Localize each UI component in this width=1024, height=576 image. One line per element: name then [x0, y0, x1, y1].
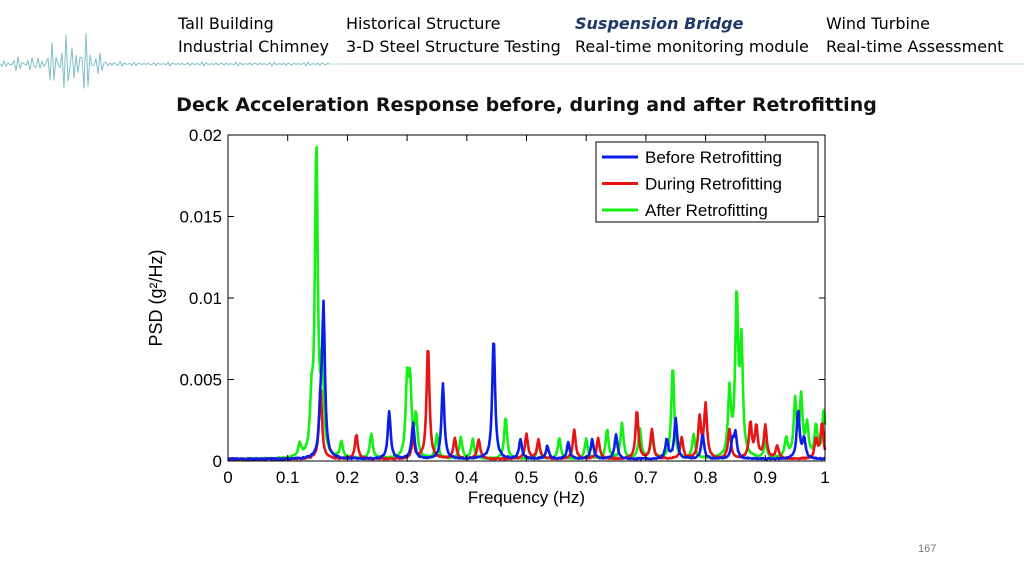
x-tick-label: 0.9 [753, 468, 777, 487]
y-tick-label: 0.005 [179, 371, 222, 390]
x-tick-label: 1 [820, 468, 829, 487]
legend-label: During Retrofitting [645, 175, 782, 194]
x-tick-label: 0.2 [336, 468, 360, 487]
nav-column-4: Wind Turbine Real-time Assessment [826, 12, 1003, 58]
nav-realtime-monitoring-module[interactable]: Real-time monitoring module [575, 37, 809, 56]
nav-tall-building[interactable]: Tall Building [178, 14, 274, 33]
nav-industrial-chimney[interactable]: Industrial Chimney [178, 37, 329, 56]
x-tick-label: 0.3 [395, 468, 419, 487]
x-tick-label: 0.4 [455, 468, 479, 487]
x-tick-label: 0.5 [515, 468, 539, 487]
y-axis-label: PSD (g²/Hz) [146, 249, 166, 346]
chart-title: Deck Acceleration Response before, durin… [176, 94, 877, 116]
nav-column-3: Suspension Bridge Real-time monitoring m… [575, 12, 809, 58]
nav-column-2: Historical Structure 3-D Steel Structure… [346, 12, 561, 58]
x-axis-label: Frequency (Hz) [468, 488, 585, 507]
x-tick-label: 0 [223, 468, 232, 487]
y-tick-label: 0 [213, 452, 222, 471]
nav-suspension-bridge[interactable]: Suspension Bridge [575, 14, 744, 33]
x-tick-label: 0.1 [276, 468, 300, 487]
nav-historical-structure[interactable]: Historical Structure [346, 14, 501, 33]
page-number: 167 [918, 543, 937, 555]
series-line-during-retrofitting [227, 349, 827, 461]
seismograph-decoration [0, 32, 1024, 89]
nav-steel-structure-testing[interactable]: 3-D Steel Structure Testing [346, 37, 561, 56]
nav-column-1: Tall Building Industrial Chimney [178, 12, 329, 58]
y-tick-label: 0.02 [189, 126, 222, 145]
y-tick-label: 0.015 [179, 208, 222, 227]
seismograph-wave [0, 32, 331, 89]
x-tick-label: 0.8 [694, 468, 718, 487]
nav-wind-turbine[interactable]: Wind Turbine [826, 14, 930, 33]
legend-label: After Retrofitting [645, 201, 768, 220]
x-tick-label: 0.6 [574, 468, 598, 487]
y-tick-label: 0.01 [189, 289, 222, 308]
x-tick-label: 0.7 [634, 468, 658, 487]
nav-realtime-assessment[interactable]: Real-time Assessment [826, 37, 1004, 56]
legend-label: Before Retrofitting [645, 148, 782, 167]
